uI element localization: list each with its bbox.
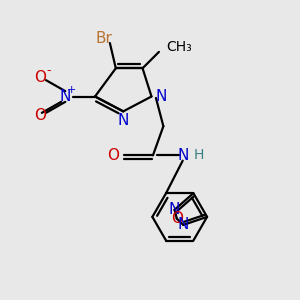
Text: N: N — [177, 148, 188, 163]
Text: N: N — [118, 113, 129, 128]
Text: N: N — [178, 218, 189, 232]
Text: O: O — [107, 148, 119, 163]
Text: O: O — [34, 70, 46, 85]
Text: H: H — [194, 148, 204, 162]
Text: O: O — [34, 108, 46, 123]
Text: CH₃: CH₃ — [166, 40, 192, 55]
Text: Br: Br — [95, 31, 112, 46]
Text: N: N — [60, 89, 71, 104]
Text: N: N — [155, 89, 166, 104]
Text: -: - — [46, 64, 51, 77]
Text: N: N — [169, 202, 180, 217]
Text: O: O — [171, 211, 183, 226]
Text: +: + — [67, 85, 76, 95]
